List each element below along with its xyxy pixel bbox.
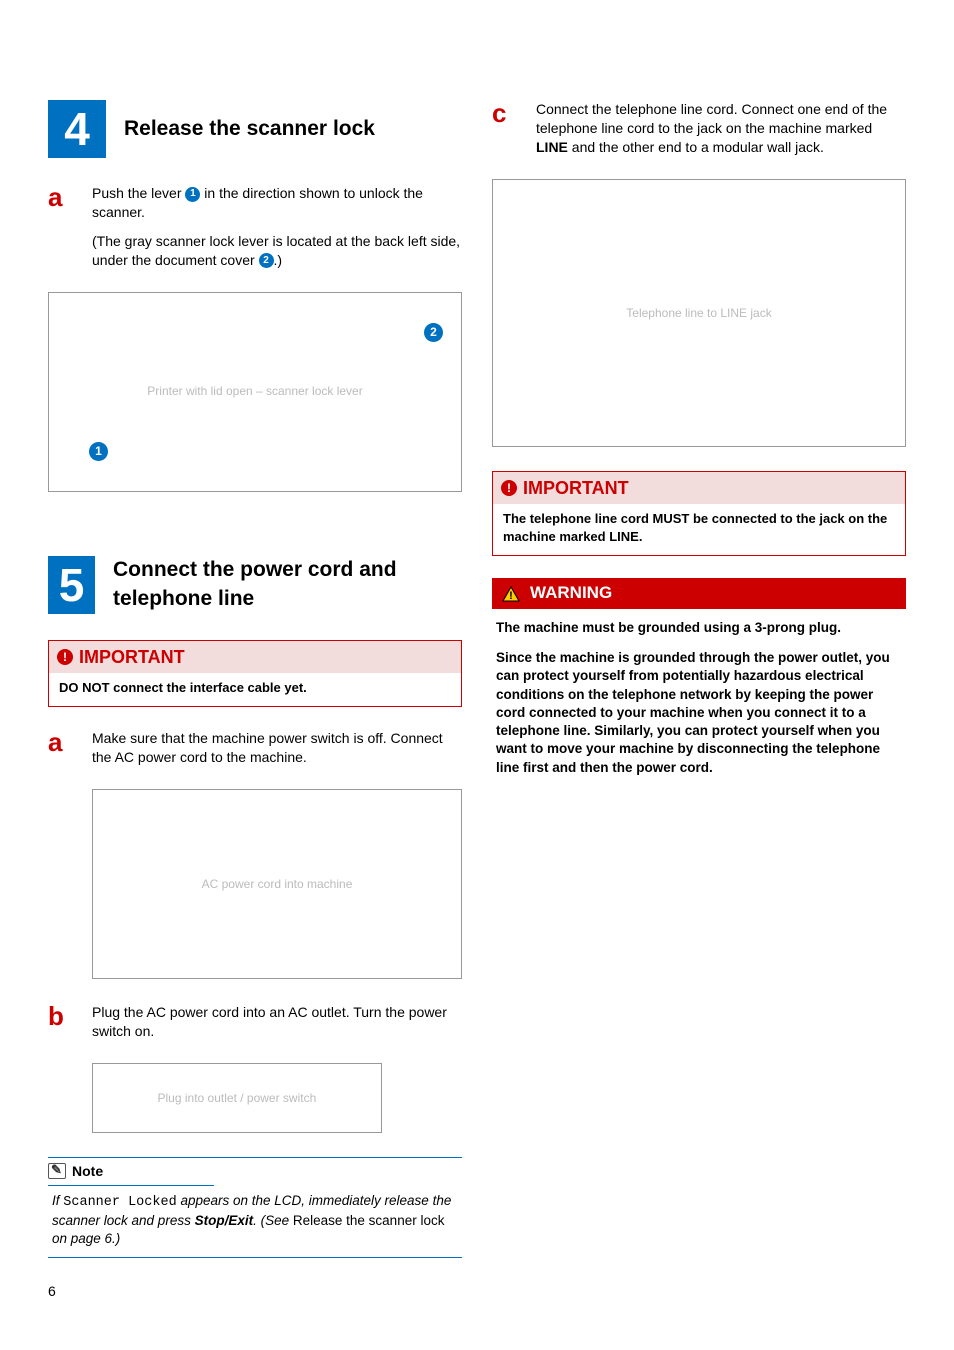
figure-alt: AC power cord into machine <box>202 876 353 892</box>
text: Connect the telephone line cord. Connect… <box>536 101 887 136</box>
substep-body: Connect the telephone line cord. Connect… <box>536 100 906 167</box>
step5-title: Connect the power cord and telephone lin… <box>113 556 462 613</box>
note-body: If Scanner Locked appears on the LCD, im… <box>48 1192 462 1249</box>
warning-box: ! WARNING The machine must be grounded u… <box>492 578 906 799</box>
step5-header: 5 Connect the power cord and telephone l… <box>48 556 462 614</box>
callout-circle-2: 2 <box>259 253 274 268</box>
note-code: Scanner Locked <box>63 1195 176 1210</box>
figure-alt: Plug into outlet / power switch <box>158 1090 317 1106</box>
substep-c: c Connect the telephone line cord. Conne… <box>492 100 906 167</box>
warning-p1: The machine must be grounded using a 3-p… <box>496 619 902 637</box>
warning-label: WARNING <box>530 582 612 605</box>
step4-number: 4 <box>48 100 106 158</box>
exclaim-icon: ! <box>57 649 73 665</box>
note-header: Note <box>48 1157 103 1185</box>
figure-callout-2: 2 <box>424 323 443 342</box>
step5-figure-a: AC power cord into machine <box>92 789 462 979</box>
note-bold: Stop/Exit <box>195 1213 254 1228</box>
important-body: The telephone line cord MUST be connecte… <box>493 504 905 555</box>
figure-alt: Printer with lid open – scanner lock lev… <box>147 383 362 399</box>
left-column: 4 Release the scanner lock a Push the le… <box>48 100 462 1300</box>
substep-letter: a <box>48 184 74 280</box>
figure-c: Telephone line to LINE jack <box>492 179 906 447</box>
page-columns: 4 Release the scanner lock a Push the le… <box>48 100 906 1300</box>
warning-p2: Since the machine is grounded through th… <box>496 649 902 777</box>
step4-header: 4 Release the scanner lock <box>48 100 462 158</box>
text: on page 6.) <box>52 1231 120 1246</box>
text: . (See <box>253 1213 293 1228</box>
warning-header: ! WARNING <box>492 578 906 609</box>
substep-body: Plug the AC power cord into an AC outlet… <box>92 1003 462 1051</box>
note-label: Note <box>72 1162 103 1181</box>
step5-substep-b: b Plug the AC power cord into an AC outl… <box>48 1003 462 1051</box>
warning-body: The machine must be grounded using a 3-p… <box>492 609 906 799</box>
important-header: ! IMPORTANT <box>49 641 461 673</box>
figure-callout-1: 1 <box>89 442 108 461</box>
figure-alt: Telephone line to LINE jack <box>626 305 771 321</box>
step5-substep-a: a Make sure that the machine power switc… <box>48 729 462 777</box>
text: Make sure that the machine power switch … <box>92 729 462 767</box>
substep-body: Make sure that the machine power switch … <box>92 729 462 777</box>
important-header: ! IMPORTANT <box>493 472 905 504</box>
step5-number: 5 <box>48 556 95 614</box>
substep-letter: a <box>48 729 74 777</box>
substep-letter: c <box>492 100 518 167</box>
step5-important-box: ! IMPORTANT DO NOT connect the interface… <box>48 640 462 708</box>
note-box: Note If Scanner Locked appears on the LC… <box>48 1157 462 1258</box>
important-label: IMPORTANT <box>523 476 629 500</box>
right-important-box: ! IMPORTANT The telephone line cord MUST… <box>492 471 906 556</box>
text: Push the lever <box>92 185 185 201</box>
note-ref: Release the scanner lock <box>293 1213 445 1228</box>
text: .) <box>274 252 283 268</box>
pencil-note-icon <box>48 1163 66 1179</box>
text: Plug the AC power cord into an AC outlet… <box>92 1003 462 1041</box>
text: and the other end to a modular wall jack… <box>568 139 824 155</box>
text: If <box>52 1193 63 1208</box>
right-column: c Connect the telephone line cord. Conne… <box>492 100 906 1300</box>
important-body: DO NOT connect the interface cable yet. <box>49 673 461 707</box>
substep-body: Push the lever 1 in the direction shown … <box>92 184 462 280</box>
step4-title: Release the scanner lock <box>124 115 375 143</box>
warning-triangle-icon: ! <box>502 586 520 602</box>
step4-figure: Printer with lid open – scanner lock lev… <box>48 292 462 492</box>
exclaim-icon: ! <box>501 480 517 496</box>
svg-text:!: ! <box>509 590 513 602</box>
page-number: 6 <box>48 1282 462 1301</box>
callout-circle-1: 1 <box>185 187 200 202</box>
bold-line: LINE <box>536 139 568 155</box>
important-label: IMPORTANT <box>79 645 185 669</box>
step4-substep-a: a Push the lever 1 in the direction show… <box>48 184 462 280</box>
substep-letter: b <box>48 1003 74 1051</box>
step5-figure-b: Plug into outlet / power switch <box>92 1063 382 1133</box>
